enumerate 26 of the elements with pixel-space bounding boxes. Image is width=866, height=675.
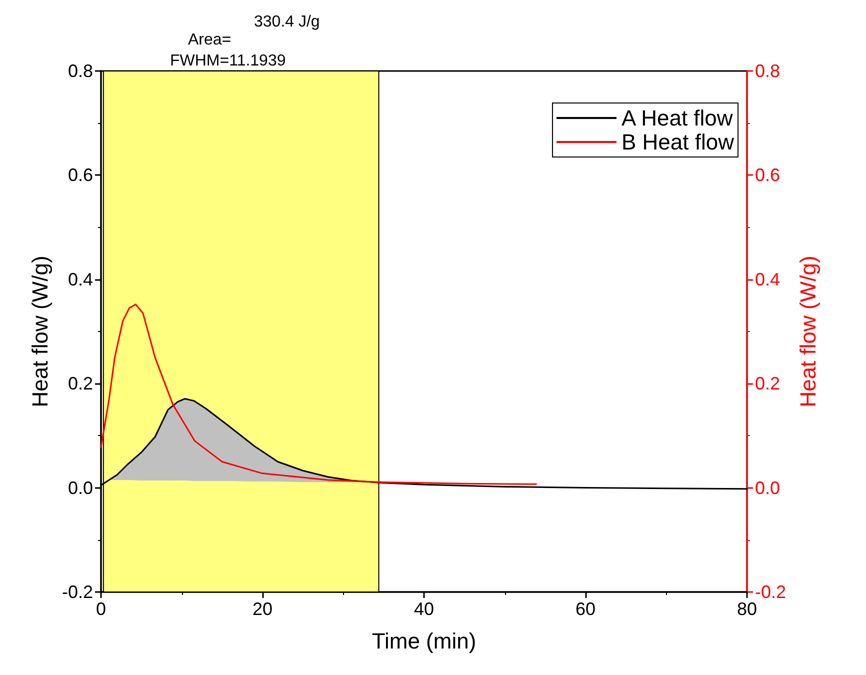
- x-tick-label: 60: [575, 599, 596, 619]
- x-tick-label: 20: [252, 599, 273, 619]
- y2-tick-label: 0.2: [755, 374, 780, 394]
- line-series: [100, 304, 537, 485]
- legend-label: A Heat flow: [622, 106, 733, 130]
- y2-tick-label: 0.8: [755, 61, 780, 81]
- y-tick-label: 0.0: [68, 478, 93, 498]
- x-tick-label: 40: [414, 599, 434, 619]
- text: 330.4 J/g: [254, 14, 320, 30]
- y2-tick-label: -0.2: [755, 582, 786, 602]
- y-tick-label: 0.8: [68, 61, 93, 81]
- legend-label: B Heat flow: [622, 130, 734, 154]
- x-tick-label: 0: [96, 599, 106, 619]
- y-tick-label: 0.4: [68, 269, 93, 290]
- y-axis-title: Heat flow (W/g): [28, 256, 52, 408]
- y2-tick-label: 0.6: [755, 165, 780, 186]
- y2-tick-label: 0.4: [755, 269, 780, 290]
- y2-tick-label: 0.0: [755, 478, 780, 498]
- text: Area=: [188, 32, 232, 48]
- y2-axis-title: Heat flow (W/g): [796, 256, 820, 408]
- text: FWHM=11.1939: [170, 52, 286, 70]
- y-tick-label: 0.2: [68, 374, 93, 394]
- x-axis-title: Time (min): [372, 628, 476, 654]
- x-tick-label: 80: [736, 599, 758, 619]
- y-tick-label: -0.2: [62, 582, 93, 602]
- y-tick-label: 0.6: [68, 165, 93, 186]
